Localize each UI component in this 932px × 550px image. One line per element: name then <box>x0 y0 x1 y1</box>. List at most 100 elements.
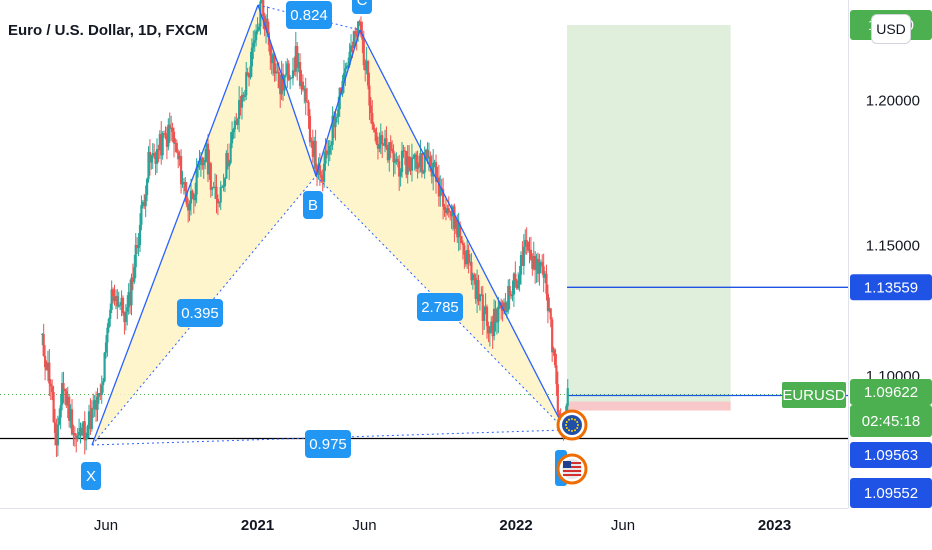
candle-body <box>314 140 317 169</box>
candle-body <box>55 433 58 446</box>
candle-body <box>62 383 65 390</box>
candle-body <box>551 319 554 353</box>
candle-body <box>347 65 350 67</box>
x-tick-label: Jun <box>94 517 118 534</box>
candle-body <box>235 120 238 125</box>
candle-body <box>304 88 307 102</box>
candle-body <box>204 159 207 163</box>
candle-body <box>46 362 50 371</box>
candle-body <box>494 308 497 323</box>
currency-button[interactable]: USD <box>871 14 911 44</box>
eur-flag-icon-star <box>565 421 568 423</box>
candle-body <box>192 198 195 201</box>
price-label-text: 02:45:18 <box>862 413 920 430</box>
candle-body <box>311 140 314 158</box>
candle-body <box>100 385 103 396</box>
candle-body <box>246 72 249 75</box>
candle-body <box>104 342 108 353</box>
eur-flag-icon-star <box>577 424 579 426</box>
ratio-label-xb: 0.395 <box>177 299 223 327</box>
candle-body <box>511 294 514 296</box>
candle-body <box>260 0 263 2</box>
candle-body <box>505 310 508 312</box>
candle-body <box>189 190 193 204</box>
candle-body <box>385 138 388 148</box>
candle-body <box>429 156 432 168</box>
candle-body <box>522 246 525 266</box>
pattern-point-c-text: C <box>357 0 368 9</box>
candle-body <box>325 150 329 154</box>
eur-flag-icon-star <box>568 418 570 421</box>
candle-body <box>444 209 448 214</box>
candle-body <box>225 153 228 179</box>
candle-body <box>83 421 86 441</box>
candle-body <box>446 208 449 214</box>
usd-flag-icon-stripe <box>563 474 581 476</box>
candle-body <box>313 140 316 158</box>
candle-body <box>60 383 64 406</box>
candle-body <box>487 326 490 334</box>
eur-flag-icon-star <box>568 429 570 432</box>
candle-body <box>303 88 306 90</box>
candle-body <box>102 381 105 386</box>
candle-body <box>308 115 312 143</box>
candle-body <box>66 396 69 406</box>
price-label-countdown: 02:45:18 <box>850 405 932 437</box>
candle-body <box>391 148 394 151</box>
candle-body <box>434 162 438 182</box>
candle-body <box>89 411 92 429</box>
candle-body <box>99 393 102 396</box>
price-label-level: 1.09552 <box>850 478 932 508</box>
candle-body <box>457 224 460 238</box>
price-label-last-price: 1.09622 <box>850 379 932 405</box>
candle-body <box>512 273 516 295</box>
candle-body <box>334 117 337 128</box>
candle-body <box>116 296 119 307</box>
candle-body <box>475 280 479 299</box>
ratio-label-xb-bg <box>177 299 223 327</box>
candle-body <box>355 34 358 37</box>
candle-body <box>344 68 347 73</box>
ratio-label-bd: 2.785 <box>417 293 463 321</box>
candle-body <box>75 435 78 439</box>
candle-body <box>369 105 372 114</box>
candle-body <box>433 162 436 164</box>
candle-body <box>553 349 557 366</box>
candle-body <box>358 21 361 23</box>
price-label-bg <box>850 274 932 301</box>
candle-body <box>382 144 385 146</box>
price-label-text: 1.09552 <box>864 485 918 502</box>
candle-body <box>348 51 351 66</box>
candle-body <box>306 101 309 103</box>
candle-body <box>423 152 426 173</box>
candle-body <box>406 156 409 175</box>
candle-body <box>399 172 402 177</box>
candle-body <box>427 156 431 159</box>
pattern-xab-fill <box>92 5 316 445</box>
candle-body <box>266 18 269 33</box>
candle-body <box>417 162 421 168</box>
eur-flag-icon-star <box>574 429 576 432</box>
candle-body <box>219 186 222 203</box>
candle-body <box>536 258 540 274</box>
pattern-bcd-fill <box>316 30 565 430</box>
candle-body <box>121 297 125 314</box>
candle-body <box>529 249 533 260</box>
usd-flag-icon-stripe <box>563 466 581 468</box>
candle-body <box>198 162 201 165</box>
candle-body <box>58 417 61 425</box>
candle-body <box>230 132 234 144</box>
candle-body <box>366 61 370 86</box>
candle-body <box>221 186 224 188</box>
candle-body <box>483 310 486 321</box>
candle-body <box>425 149 428 153</box>
candle-body <box>168 124 171 129</box>
candle-body <box>357 21 360 37</box>
candle-body <box>383 138 387 146</box>
candle-body <box>375 132 378 144</box>
ratio-label-xb-text: 0.395 <box>181 305 219 322</box>
candle-body <box>473 274 476 278</box>
candle-body <box>178 155 181 160</box>
